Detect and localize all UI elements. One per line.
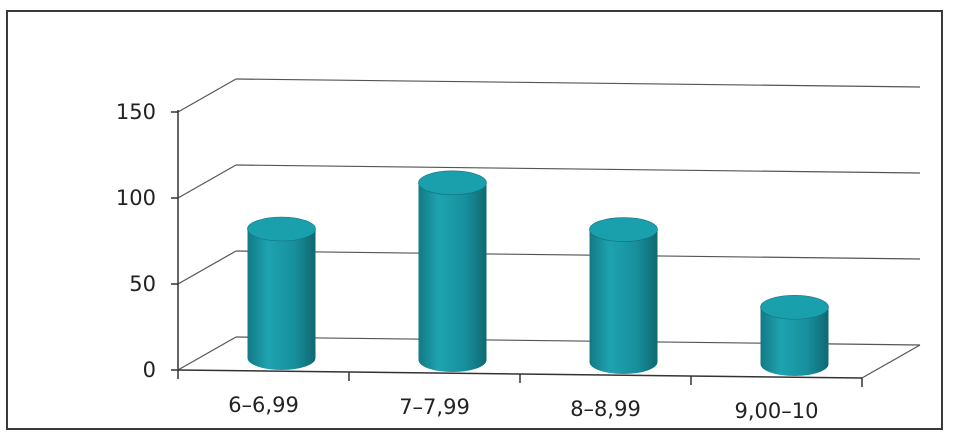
axes (171, 110, 863, 387)
gridline-diagonal (177, 164, 237, 199)
bar-body (589, 229, 658, 374)
y-tick-label: 150 (116, 100, 156, 124)
bar-top (247, 216, 316, 242)
bar (589, 217, 658, 374)
bar-top (760, 294, 829, 320)
bar-body (760, 307, 829, 376)
gridline (235, 164, 921, 174)
tick-labels: 0 50 100 150 6–6,99 7–7,99 8–8,99 9,00–10 (116, 100, 819, 423)
floor-right-edge (861, 344, 921, 379)
x-tick-label: 7–7,99 (399, 395, 470, 419)
x-tick-label: 8–8,99 (570, 397, 641, 421)
x-tick-label: 6–6,99 (228, 393, 299, 417)
bar-body (247, 229, 316, 370)
gridline (235, 250, 921, 260)
gridline-diagonal (177, 250, 237, 285)
y-tick-label: 100 (116, 186, 156, 210)
bar (247, 216, 316, 370)
bar (760, 294, 829, 376)
bar-body (418, 182, 487, 372)
bar (418, 170, 487, 372)
y-tick-label: 0 (143, 358, 156, 382)
x-tick-label: 9,00–10 (735, 399, 819, 423)
bar-top (418, 170, 487, 196)
gridline (235, 78, 921, 88)
bar-top (589, 217, 658, 242)
gridline-diagonal (177, 336, 237, 371)
gridline-diagonal (177, 78, 237, 113)
y-tick-label: 50 (129, 272, 156, 296)
bars (247, 170, 829, 376)
